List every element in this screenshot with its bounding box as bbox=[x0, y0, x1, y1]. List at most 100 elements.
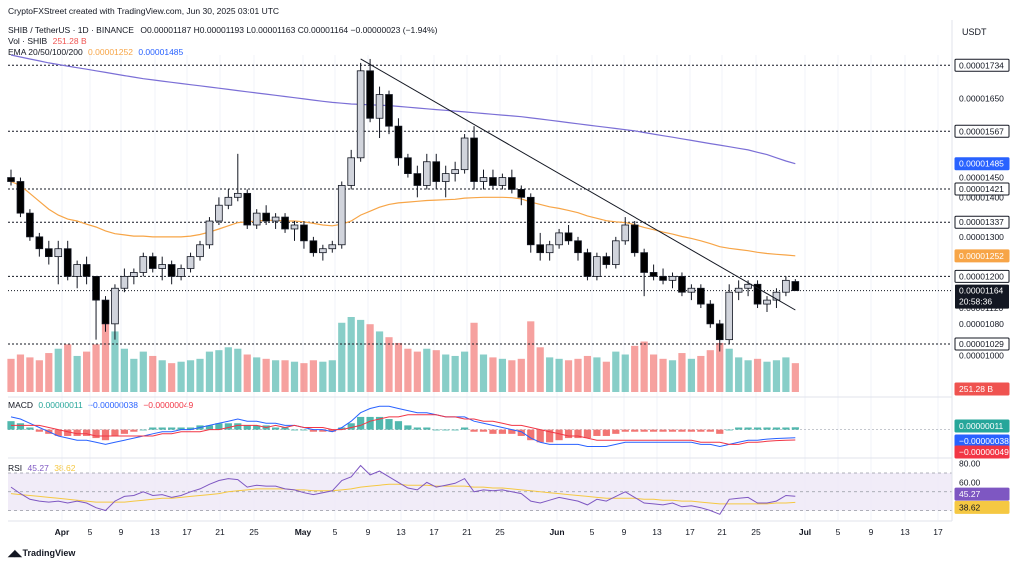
volume-bar bbox=[375, 331, 384, 392]
candle-body bbox=[347, 157, 355, 186]
macd-hist-bar bbox=[309, 429, 317, 432]
volume-bar bbox=[716, 342, 724, 392]
volume-bar bbox=[621, 354, 629, 392]
volume-bar bbox=[508, 360, 516, 392]
ema50-badge-box bbox=[954, 249, 1010, 263]
time-tick-label: 9 bbox=[869, 527, 874, 537]
macd-signal-line bbox=[11, 414, 796, 445]
macd-hist-bar bbox=[347, 423, 355, 430]
candle-body bbox=[328, 244, 337, 250]
volume-legend-label: Vol · SHIB bbox=[8, 36, 48, 46]
macd-pane[interactable] bbox=[7, 396, 952, 448]
macd-hist-bar bbox=[64, 429, 72, 436]
macd-hist-bar bbox=[243, 425, 251, 430]
ema50-badge-label: 0.00001252 bbox=[959, 251, 1004, 261]
tradingview-brand[interactable]: ◢◣ TradingView bbox=[8, 548, 75, 559]
candles[interactable] bbox=[7, 58, 800, 352]
volume-bar bbox=[253, 357, 261, 392]
volume-legend[interactable]: Vol · SHIB 251.28 B bbox=[8, 36, 87, 46]
macd-hist-bar bbox=[366, 416, 374, 430]
rsi-badge-box bbox=[954, 487, 1010, 501]
candle-body bbox=[252, 212, 261, 226]
rsi-tick-label: 80.00 bbox=[959, 459, 981, 469]
volume-bar bbox=[101, 322, 110, 392]
volume-bar bbox=[546, 357, 554, 392]
macd-hist-bar bbox=[659, 429, 667, 432]
macd-legend[interactable]: MACD 0.00000011 −0.00000038 −0.00000049 bbox=[8, 400, 193, 410]
level-badge-box bbox=[954, 337, 1010, 351]
candle-body bbox=[612, 240, 620, 265]
rsi-line bbox=[10, 464, 796, 515]
macd-hist-bar bbox=[451, 429, 459, 431]
price-tick-label: 0.00001300 bbox=[959, 232, 1004, 242]
candle-body bbox=[460, 137, 469, 171]
volume-bar bbox=[650, 354, 658, 392]
rsi-ma-legend-value: 38.62 bbox=[54, 463, 76, 473]
ema-legend[interactable]: EMA 20/50/100/200 0.00001252 0.00001485 bbox=[8, 47, 183, 57]
time-tick-label: 13 bbox=[652, 527, 662, 537]
rsi-legend[interactable]: RSI 45.27 38.62 bbox=[8, 463, 75, 473]
rsi-ma-badge-label: 38.62 bbox=[959, 502, 981, 512]
macd-hist-bar bbox=[35, 429, 43, 432]
candle-body bbox=[668, 275, 677, 281]
volume-bar bbox=[536, 347, 544, 392]
volume-bar bbox=[744, 360, 752, 392]
volume-bar bbox=[404, 348, 412, 392]
candle-body bbox=[498, 177, 507, 186]
price-tick-label: 0.00001650 bbox=[959, 93, 1004, 103]
symbol-name[interactable]: SHIB / TetherUS · 1D · BINANCE bbox=[8, 25, 134, 35]
candle-body bbox=[35, 236, 44, 250]
candle-body bbox=[404, 157, 412, 175]
macd-hist-bar bbox=[640, 429, 648, 432]
candle-body bbox=[687, 287, 696, 293]
volume-bar bbox=[16, 354, 25, 392]
macd-hist-bar bbox=[357, 416, 365, 430]
volume-bar bbox=[659, 358, 667, 392]
volume-bar bbox=[338, 322, 346, 392]
rsi-pane[interactable] bbox=[8, 457, 952, 522]
ema200-badge-label: 0.00001485 bbox=[959, 159, 1004, 169]
level-badge-label: 0.00001029 bbox=[959, 339, 1004, 349]
candle-body bbox=[385, 94, 393, 127]
volume-bar bbox=[394, 342, 403, 392]
volume-bar bbox=[725, 348, 733, 392]
candle-body bbox=[782, 279, 790, 293]
volume-bar bbox=[432, 350, 440, 392]
macd-hist-bar bbox=[130, 429, 138, 432]
candle-body bbox=[337, 185, 346, 246]
macd-hist-bar bbox=[753, 427, 762, 430]
candle-body bbox=[678, 275, 686, 293]
candle-body bbox=[366, 70, 374, 119]
macd-hist-bar bbox=[546, 429, 554, 443]
volume-bar bbox=[262, 358, 270, 392]
macd-hist-bar bbox=[300, 429, 308, 431]
time-tick-label: 9 bbox=[366, 527, 371, 537]
rsi-ma-badge-box bbox=[954, 500, 1010, 514]
candle-body bbox=[224, 196, 233, 206]
time-tick-label: 5 bbox=[590, 527, 595, 537]
time-axis[interactable]: Apr 5 9 13 17 21 25 May 5 9 13 17 21 25 Jun 5 9 13 17 21 25 J… bbox=[55, 527, 943, 537]
volume-bar bbox=[319, 361, 327, 392]
trendline[interactable] bbox=[360, 58, 796, 311]
macd-hist-bar bbox=[215, 423, 223, 430]
ema-lines bbox=[10, 54, 796, 257]
watermark: CryptoFXStreet created with TradingView.… bbox=[8, 6, 280, 16]
volume-bar bbox=[697, 355, 705, 392]
price-axis[interactable]: 0.00001650 0.00001450 0.00001400 0.00001300… bbox=[951, 20, 1010, 521]
candle-body bbox=[82, 264, 91, 277]
currency-label[interactable]: USDT bbox=[962, 27, 987, 37]
macd-hist-bar bbox=[697, 429, 705, 432]
volume-bar bbox=[120, 348, 128, 392]
volume-bar bbox=[564, 360, 573, 392]
volume-bar bbox=[763, 361, 771, 392]
time-tick-label: 25 bbox=[751, 527, 761, 537]
volume-bar bbox=[243, 354, 251, 392]
time-tick-label: 21 bbox=[717, 527, 727, 537]
macd-hist-bar bbox=[73, 429, 81, 436]
candle-body bbox=[319, 248, 327, 254]
volume-bar bbox=[328, 360, 336, 392]
time-tick-label: 13 bbox=[150, 527, 160, 537]
macd-hist-bar bbox=[423, 427, 431, 430]
macd-hist-badge-label: 0.00000011 bbox=[959, 421, 1004, 431]
